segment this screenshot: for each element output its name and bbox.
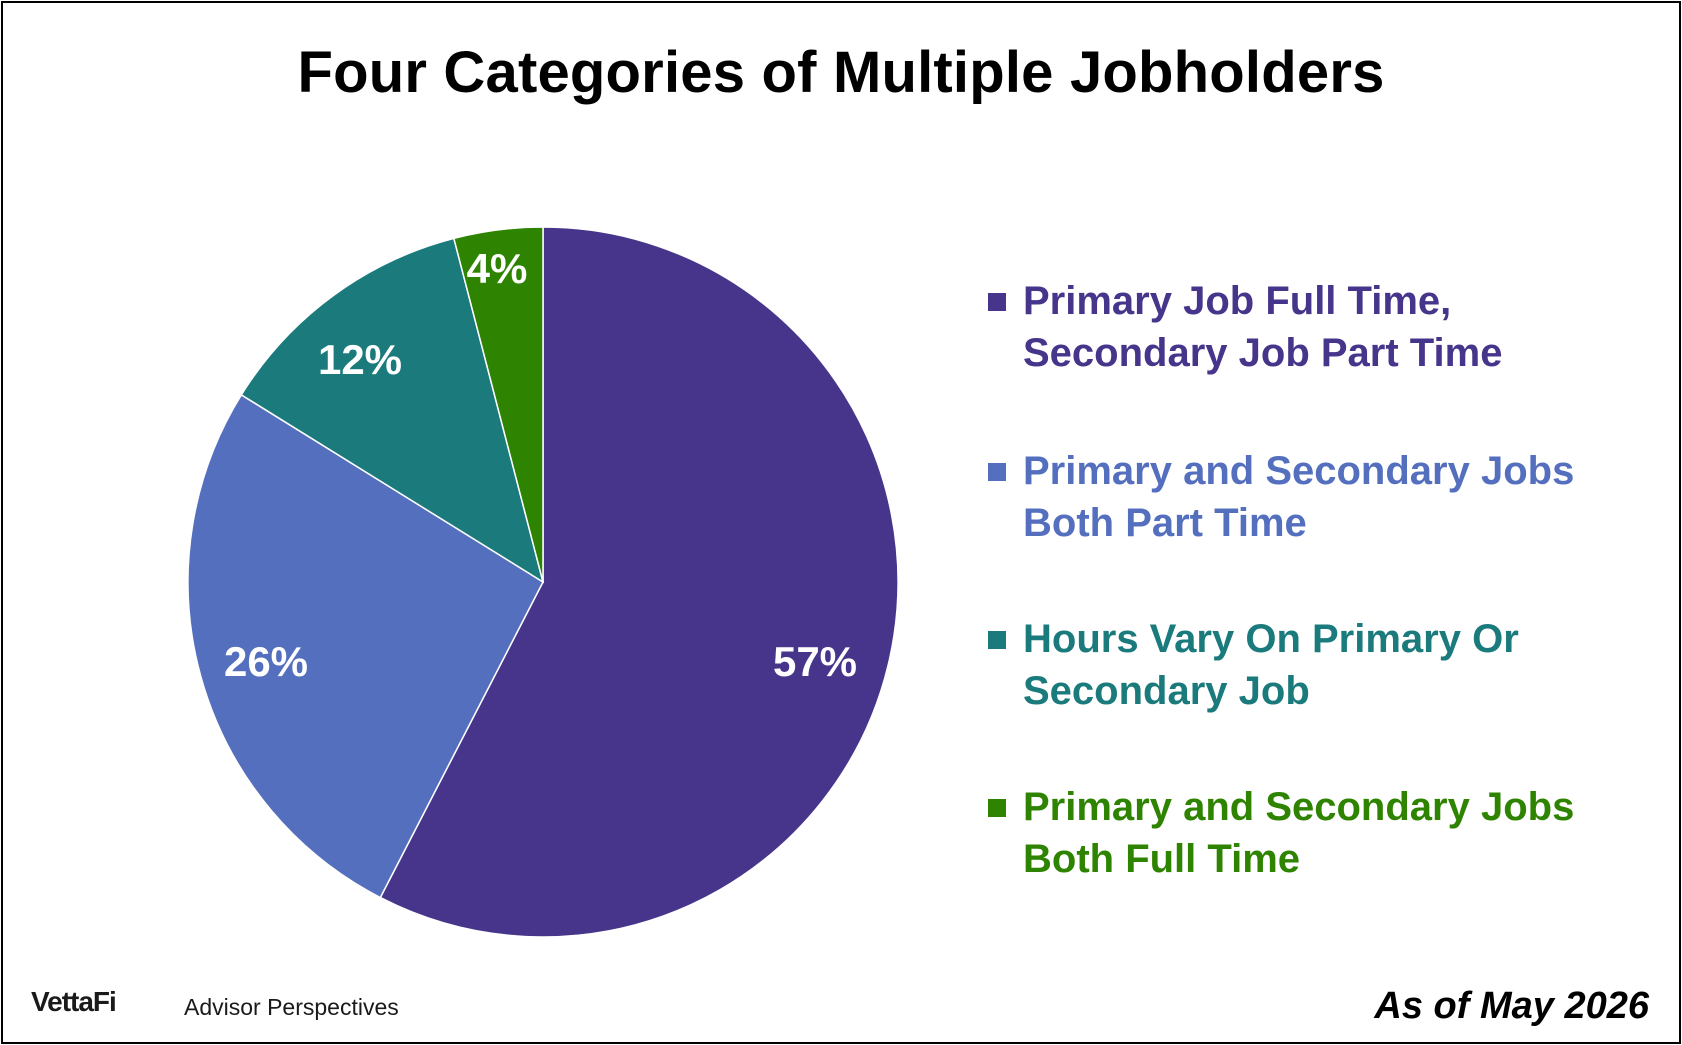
pie-data-label-1: 57% [773,638,857,685]
pie-data-label-2: 26% [224,638,308,685]
legend-label: Primary Job Full Time, Secondary Job Par… [1023,279,1503,375]
as-of-date: As of May 2026 [1374,985,1649,1027]
footer-brand: Advisor Perspectives [184,994,399,1020]
legend-label: Primary and Secondary Jobs Both Full Tim… [1023,785,1575,881]
pie-slice-3 [240,237,545,584]
pie-slice-2 [187,393,544,899]
pie-chart: 57% 26% 12% 4% [187,226,899,938]
legend-swatch [988,463,1006,481]
legend-swatch [988,631,1006,649]
pie-data-label-4: 4% [467,245,528,292]
pie-slice-4 [452,226,544,583]
chart-title: Four Categories of Multiple Jobholders [297,40,1385,105]
legend-swatch [988,293,1006,311]
legend-label: Primary and Secondary Jobs Both Part Tim… [1023,449,1575,545]
legend-label: Hours Vary On Primary Or Secondary Job [1023,617,1519,713]
vettafi-logo: VettaFi [31,986,117,1017]
legend-swatch [988,799,1006,817]
pie-data-label-3: 12% [318,336,402,383]
pie-slice-1 [379,226,899,938]
